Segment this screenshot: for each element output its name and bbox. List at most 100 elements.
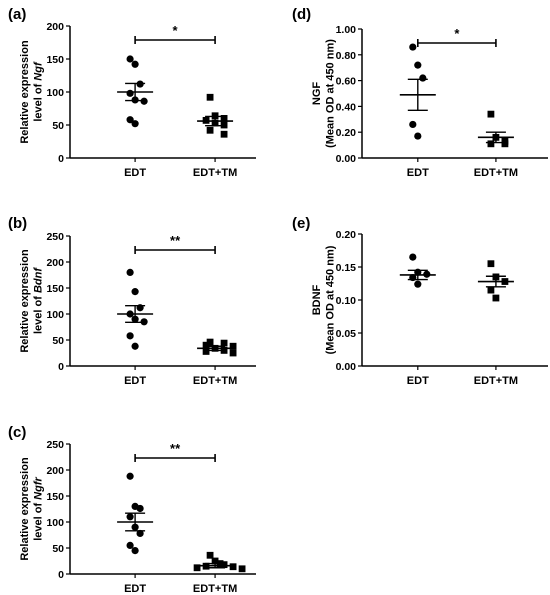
y-tick-label: 50 (52, 543, 64, 555)
y-tick-label: 0.10 (336, 295, 357, 307)
panel-label: (c) (8, 424, 26, 441)
y-tick-label: 0 (58, 569, 64, 581)
y-tick-label: 0.20 (336, 127, 357, 139)
data-point (414, 280, 422, 288)
y-tick-label: 150 (46, 491, 64, 503)
y-tick-label: 250 (46, 439, 64, 451)
data-point (487, 286, 495, 294)
data-point (220, 115, 228, 122)
data-point (409, 120, 417, 129)
x-tick-label: EDT+TM (193, 583, 237, 595)
data-point (126, 513, 134, 521)
y-tick-label: 200 (46, 257, 64, 269)
y-tick-label: 0 (58, 153, 64, 165)
data-point (136, 529, 144, 538)
data-point (409, 253, 417, 261)
data-point (220, 339, 228, 347)
x-tick-label: EDT+TM (193, 167, 237, 179)
data-point (487, 110, 495, 118)
data-point (126, 89, 134, 97)
data-point (220, 561, 228, 569)
data-point (202, 348, 210, 355)
y-tick-label: 50 (52, 120, 64, 132)
data-point (206, 126, 214, 134)
panel-label: (a) (8, 6, 26, 23)
data-point (126, 116, 134, 124)
panel-label: (b) (8, 215, 27, 232)
x-tick-label: EDT+TM (474, 375, 518, 387)
data-point (229, 563, 237, 571)
data-point (126, 332, 134, 340)
x-tick-label: EDT (407, 167, 429, 179)
y-tick-label: 100 (46, 517, 64, 529)
data-point (126, 268, 134, 276)
data-point (492, 294, 500, 302)
data-point (131, 288, 139, 296)
y-tick-label: 0.40 (336, 101, 357, 113)
data-point (202, 341, 210, 349)
data-point (414, 132, 422, 140)
data-point (487, 260, 495, 268)
data-point (206, 93, 214, 101)
y-tick-label: 150 (46, 283, 64, 295)
significance-marker: * (454, 26, 460, 41)
data-point (206, 551, 214, 559)
data-point (487, 140, 495, 148)
data-point (126, 472, 134, 480)
x-tick-label: EDT (124, 167, 146, 179)
y-tick-label: 50 (52, 335, 64, 347)
data-point (131, 547, 139, 555)
data-point (220, 130, 228, 138)
x-tick-label: EDT+TM (193, 375, 237, 387)
panel-d: (d) 0.00 0.20 0.40 0.60 0.80 1.00 EDT EDT+TM NGF(… (292, 6, 548, 179)
panel-b: (b) 0 50 100 150 200 250 EDT EDT+TM Relative expr… (8, 215, 256, 387)
data-point (229, 342, 237, 350)
y-tick-label: 200 (46, 465, 64, 477)
data-point (131, 60, 139, 68)
y-tick-label: 0.15 (336, 262, 357, 274)
y-tick-label: 0.05 (336, 328, 357, 340)
data-point (501, 140, 509, 148)
y-tick-label: 0.20 (336, 229, 357, 241)
panel-c: (c) 0 50 100 150 200 250 EDT EDT+TM Relative expr… (8, 424, 256, 595)
y-tick-label: 0.00 (336, 361, 357, 373)
y-axis-label: Relative expression level of Ngf (19, 40, 45, 144)
panel-e: (e) 0.00 0.05 0.10 0.15 0.20 EDT EDT+TM BDNF (Mea… (292, 215, 548, 387)
data-point (238, 565, 246, 573)
panel-label: (e) (292, 215, 310, 232)
x-tick-label: EDT+TM (474, 167, 518, 179)
data-point (193, 564, 201, 572)
y-tick-label: 200 (46, 21, 64, 33)
x-tick-label: EDT (124, 583, 146, 595)
data-point (206, 338, 214, 346)
data-point (414, 61, 422, 69)
data-point (211, 557, 219, 565)
data-point (131, 342, 139, 350)
data-point (409, 43, 417, 51)
panel-a: (a) 0 50 100 150 200 EDT EDT+TM Relative express… (8, 6, 256, 179)
x-tick-label: EDT (407, 375, 429, 387)
data-point (229, 349, 237, 357)
data-point (419, 74, 427, 82)
y-tick-label: 0.60 (336, 76, 357, 88)
y-tick-label: 0.80 (336, 50, 357, 62)
significance-marker: ** (170, 233, 181, 248)
y-tick-label: 250 (46, 231, 64, 243)
data-point (126, 55, 134, 63)
y-tick-label: 1.00 (336, 24, 357, 36)
data-point (136, 504, 144, 513)
y-tick-label: 100 (46, 309, 64, 321)
y-axis-label: NGF (Mean OD at 450 nm) (311, 39, 337, 148)
y-tick-label: 0.00 (336, 153, 357, 165)
y-tick-label: 0 (58, 361, 64, 373)
significance-marker: * (173, 23, 179, 38)
data-point (131, 120, 139, 128)
y-tick-label: 150 (46, 54, 64, 66)
y-axis-label: Relative expression level of Ngfr (19, 457, 45, 561)
data-point (126, 541, 134, 550)
y-tick-label: 100 (46, 87, 64, 99)
y-axis-label: BDNF (Mean OD at 450 nm) (311, 245, 337, 354)
significance-marker: ** (170, 441, 181, 456)
x-tick-label: EDT (124, 375, 146, 387)
